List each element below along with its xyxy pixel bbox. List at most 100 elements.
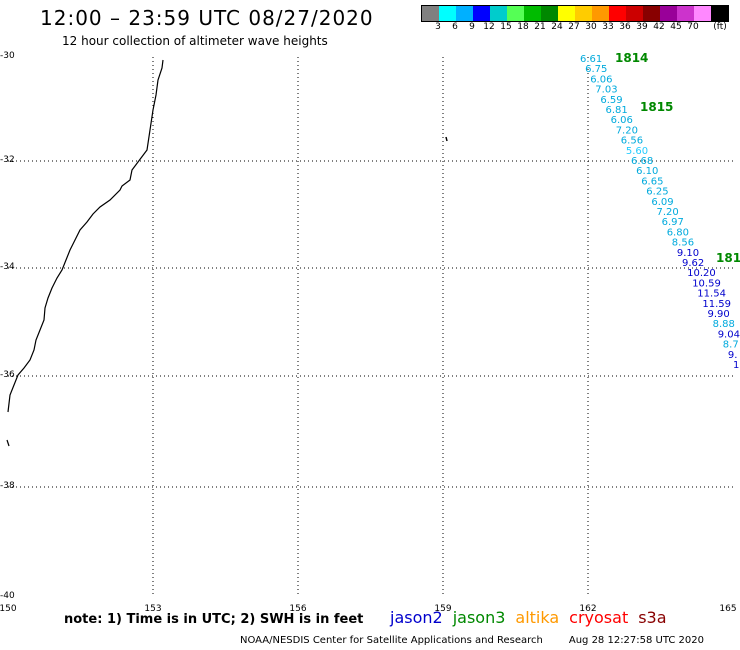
longitude-label: 165 [719, 604, 737, 614]
color-swatch [575, 6, 592, 21]
credit-text: NOAA/NESDIS Center for Satellite Applica… [240, 635, 543, 646]
lat-lon-grid [8, 57, 733, 597]
map-subtitle: 12 hour collection of altimeter wave hei… [62, 34, 328, 48]
wave-height-value: 6.09 [651, 197, 673, 208]
map-title: 12:00 – 23:59 UTC 08/27/2020 [40, 6, 374, 30]
pass-time-label: 181 [716, 251, 740, 265]
wave-height-value: 9.10 [677, 248, 699, 259]
satellite-legend: jason2 jason3 altika cryosat s3a [390, 608, 677, 627]
pass-time-label: 1815 [640, 100, 673, 114]
color-swatch [643, 6, 660, 21]
latitude-label: -40 [0, 591, 15, 601]
footer-note: note: 1) Time is in UTC; 2) SWH is in fe… [64, 612, 364, 627]
legend-item-altika: altika [515, 608, 560, 627]
color-scale-tick: 39 [636, 22, 648, 32]
longitude-label: 156 [289, 604, 307, 614]
longitude-label: 150 [0, 604, 17, 614]
color-scale-tick: 70 [687, 22, 699, 32]
color-swatch [558, 6, 575, 21]
wave-height-value: 9. [728, 350, 738, 361]
color-swatch [524, 6, 541, 21]
wave-height-value: 7.03 [595, 85, 617, 96]
legend-item-cryosat: cryosat [569, 608, 629, 627]
wave-height-value: 6.59 [600, 95, 622, 106]
wave-height-value: 8.88 [713, 319, 735, 330]
color-scale-tick: 12 [483, 22, 495, 32]
wave-height-value: 6.06 [611, 115, 633, 126]
latitude-label: -30 [0, 51, 15, 61]
longitude-label: 162 [579, 604, 597, 614]
color-scale-tick: 6 [452, 22, 458, 32]
wave-height-value: 9.62 [682, 258, 704, 269]
wave-height-value: 7.20 [616, 125, 638, 136]
longitude-label: 153 [144, 604, 162, 614]
color-swatch [694, 6, 711, 21]
color-scale-tick: 33 [602, 22, 614, 32]
wave-height-value: 9.04 [718, 329, 740, 340]
wave-height-value: 8.7 [723, 340, 739, 351]
color-scale-unit: (ft) [713, 22, 727, 32]
coastline [7, 59, 164, 413]
color-swatch [677, 6, 694, 21]
color-swatch [473, 6, 490, 21]
color-swatch [439, 6, 456, 21]
wave-height-value: 6.81 [606, 105, 628, 116]
legend-item-s3a: s3a [638, 608, 667, 627]
latitude-label: -36 [0, 370, 15, 380]
color-swatch [626, 6, 643, 21]
latitude-label: -34 [0, 262, 15, 272]
color-scale-tick: 3 [435, 22, 441, 32]
color-swatch [422, 6, 439, 21]
wave-height-value: 1 [733, 360, 739, 371]
wave-height-value: 6.75 [585, 64, 607, 75]
color-swatch [660, 6, 677, 21]
wave-height-value: 10.59 [692, 278, 721, 289]
wave-height-value: 6.10 [636, 166, 658, 177]
altimeter-track: 6.616.756.067.036.596.816.067.206.565.60… [580, 51, 740, 371]
wave-height-value: 6.65 [641, 176, 663, 187]
wave-height-value: 6.68 [631, 156, 653, 167]
color-swatch [490, 6, 507, 21]
color-scale-bar [421, 5, 729, 22]
color-scale-tick: 24 [551, 22, 563, 32]
color-scale-tick: 18 [517, 22, 529, 32]
color-scale-tick: 36 [619, 22, 631, 32]
wave-height-value: 6.97 [662, 217, 684, 228]
wave-height-value: 10.20 [687, 268, 716, 279]
color-swatch [541, 6, 558, 21]
wave-height-value: 7.20 [657, 207, 679, 218]
color-scale-tick: 21 [534, 22, 546, 32]
color-scale-tick: 30 [585, 22, 597, 32]
color-scale-tick: 45 [670, 22, 682, 32]
color-scale-tick: 27 [568, 22, 580, 32]
color-scale-tick: 9 [469, 22, 475, 32]
color-scale-tick: 15 [500, 22, 512, 32]
wave-height-value: 8.56 [672, 238, 694, 249]
color-swatch [609, 6, 626, 21]
wave-height-value: 9.90 [708, 309, 730, 320]
color-swatch [456, 6, 473, 21]
color-swatch [507, 6, 524, 21]
wave-height-value: 5.60 [626, 146, 648, 157]
color-scale-tick: 42 [653, 22, 665, 32]
generation-timestamp: Aug 28 12:27:58 UTC 2020 [568, 635, 705, 646]
wave-height-value: 11.54 [697, 289, 726, 300]
latitude-label: -38 [0, 481, 15, 491]
wave-height-value: 6.80 [667, 227, 689, 238]
credit-line: NOAA/NESDIS Center for Satellite Applica… [240, 635, 704, 646]
wave-height-value: 11.59 [702, 299, 731, 310]
pass-time-label: 1814 [615, 51, 648, 65]
wave-height-value: 6.25 [646, 187, 668, 198]
color-swatch [711, 6, 728, 21]
wave-height-value: 6.06 [590, 74, 612, 85]
latitude-label: -32 [0, 155, 15, 165]
legend-item-jason3: jason3 [452, 608, 506, 627]
coastline-island [445, 136, 448, 142]
wave-height-value: 6.61 [580, 54, 602, 65]
wave-height-value: 6.56 [621, 136, 643, 147]
coastline-fragment [6, 439, 10, 447]
legend-item-jason2: jason2 [390, 608, 443, 627]
color-scale-labels: 3 6 9 12 15 18 21 24 27 30 33 36 39 42 45 70 (ft) [421, 22, 740, 34]
color-swatch [592, 6, 609, 21]
